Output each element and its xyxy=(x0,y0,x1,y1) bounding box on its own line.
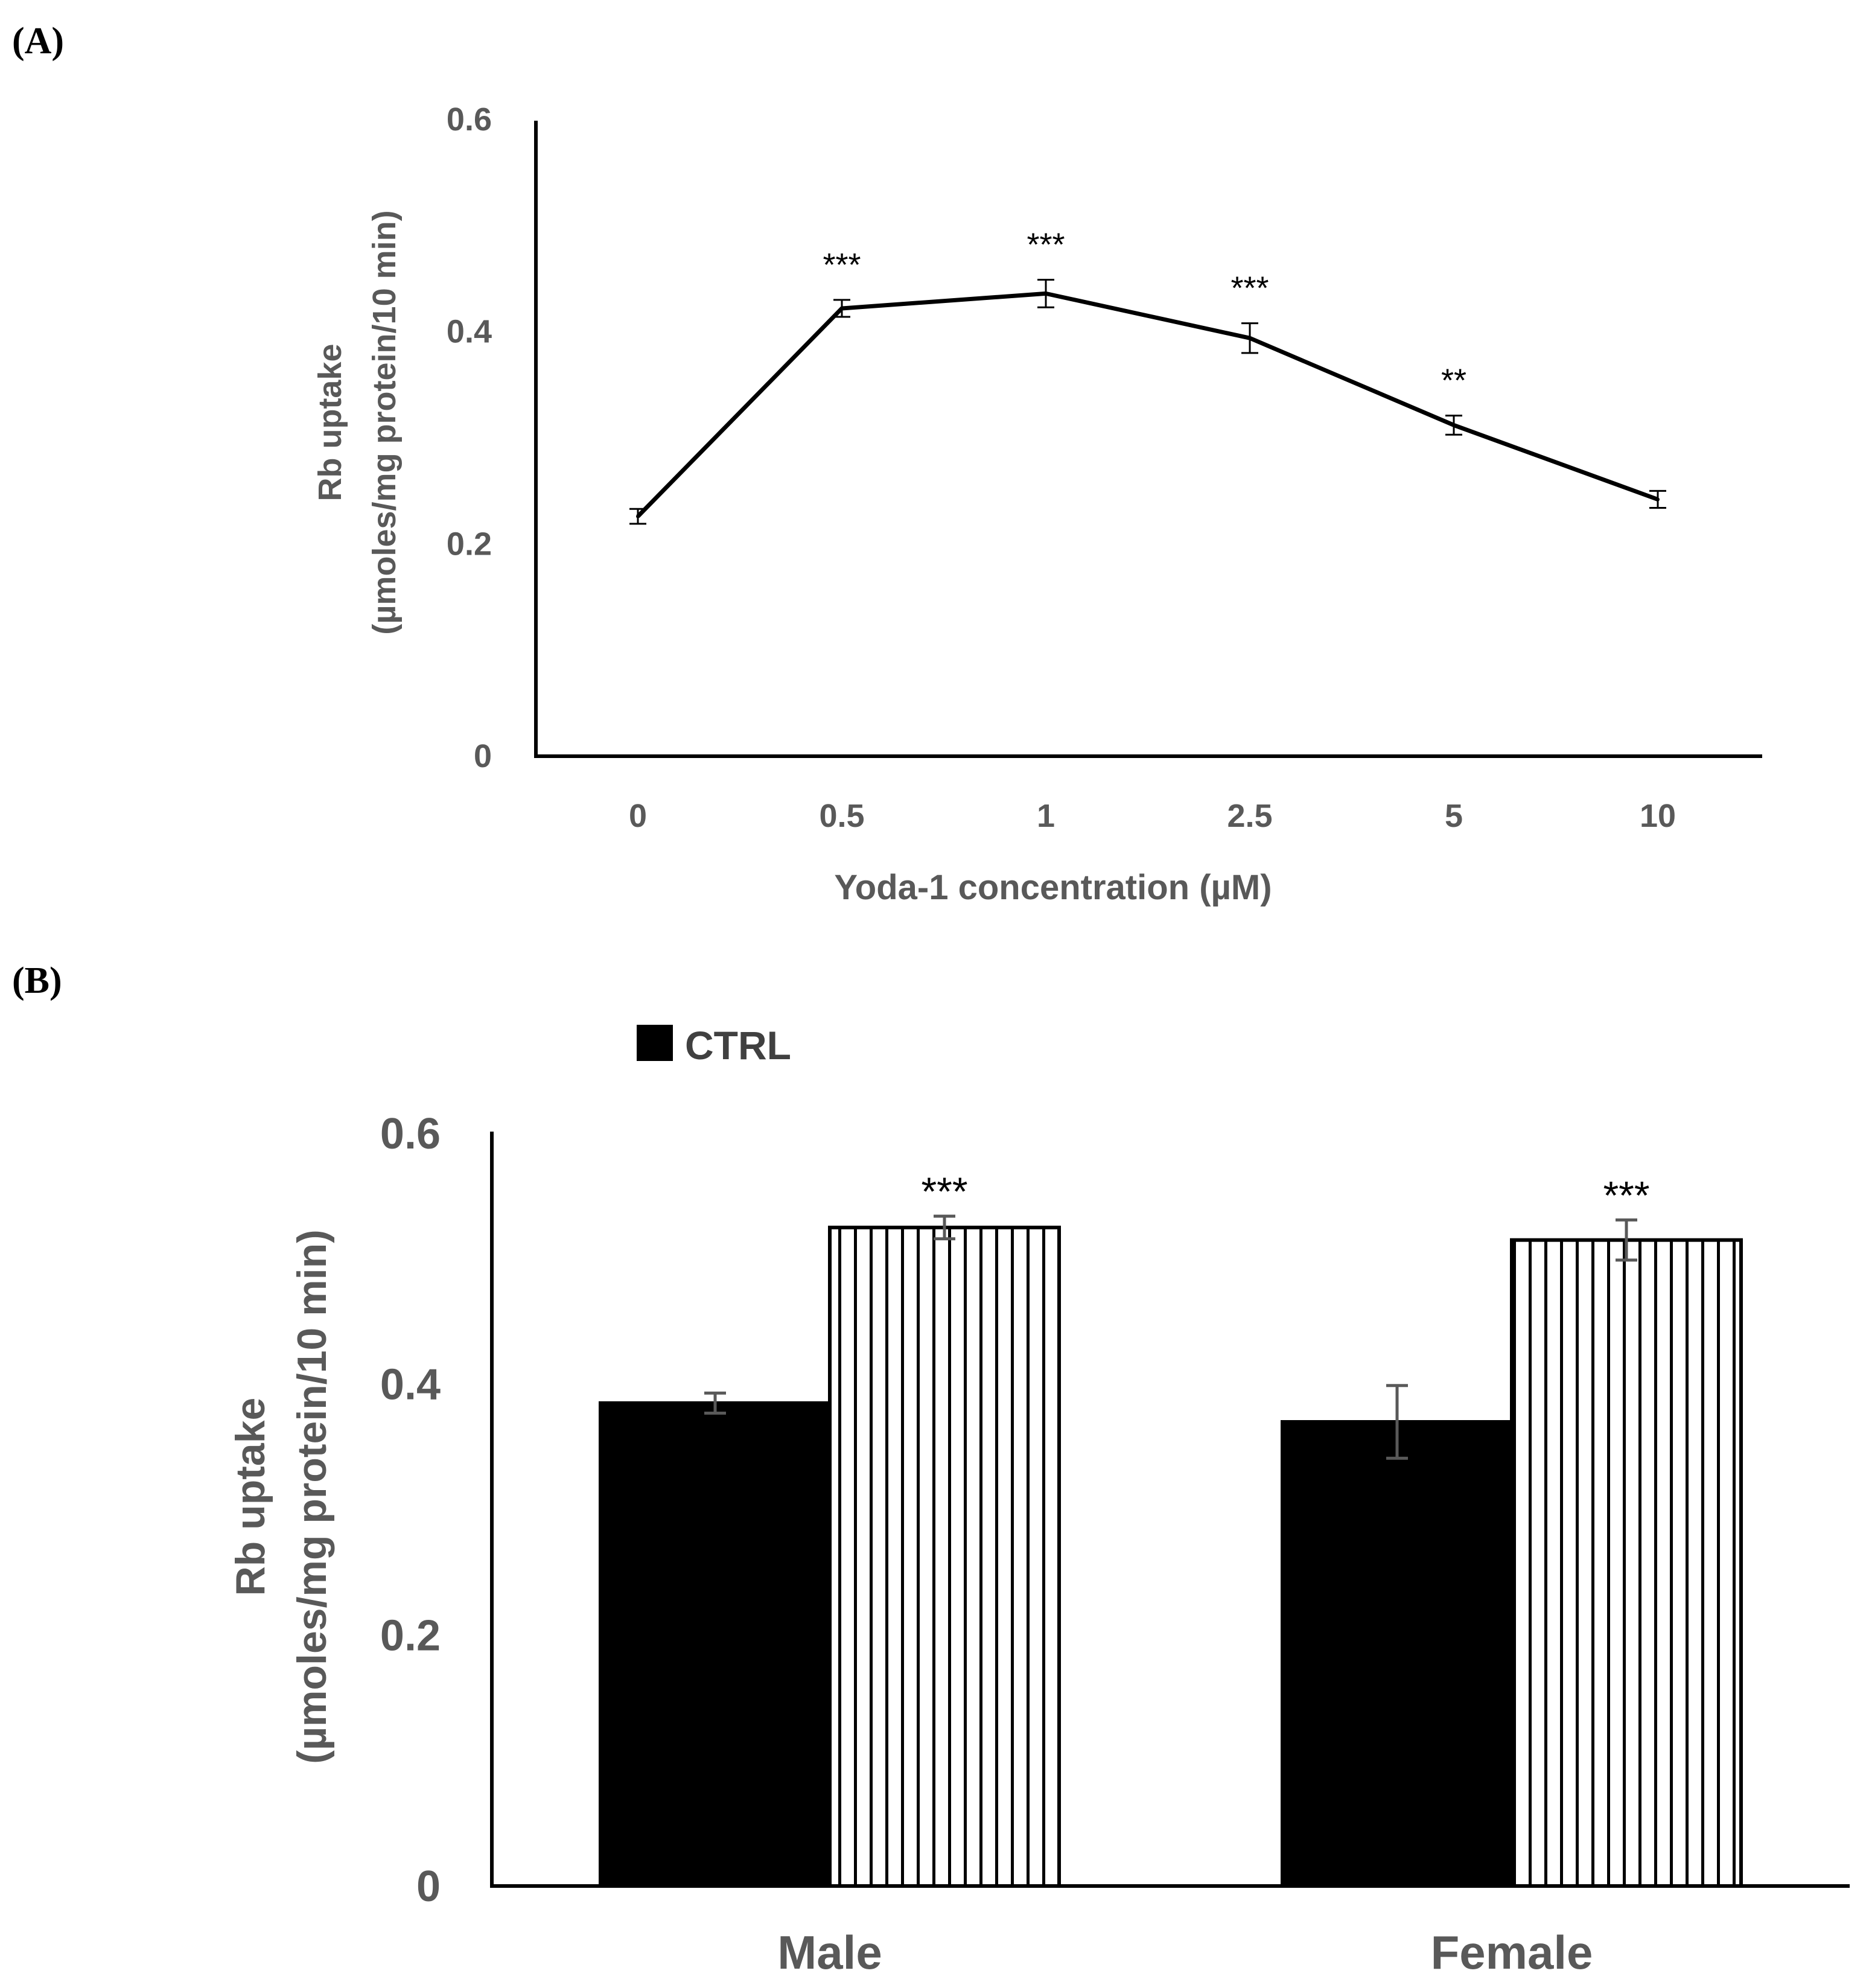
chart-a-x-tick-label: 0.5 xyxy=(819,798,864,834)
chart-a-data-point xyxy=(840,306,844,310)
chart-a-significance-label: *** xyxy=(1027,227,1065,263)
chart-a-series-line xyxy=(636,291,1659,518)
chart-a-data-point xyxy=(636,514,640,518)
chart-b-bar-ctrl xyxy=(1281,1420,1514,1888)
chart-b-legend: CTRL xyxy=(637,1023,791,1068)
chart-b-error-bar xyxy=(1616,1218,1637,1262)
chart-b-bar-treated xyxy=(828,1225,1061,1888)
chart-b-x-tick-label: Male xyxy=(777,1926,882,1979)
chart-a-data-point xyxy=(1044,292,1048,296)
chart-b-y-tick-label: 0.6 xyxy=(380,1110,441,1158)
chart-a-x-tick-label: 5 xyxy=(1445,798,1463,834)
chart-a-data-point xyxy=(1452,423,1456,427)
chart-b-y-axis-title-line2: (µmoles/mg protein/10 min) xyxy=(289,1229,335,1764)
chart-b-bar-ctrl xyxy=(599,1401,832,1888)
chart-b-error-bar xyxy=(934,1214,955,1241)
chart-a-x-tick-label: 1 xyxy=(1037,798,1055,834)
chart-a-y-tick-label: 0.4 xyxy=(447,314,492,350)
chart-b-error-bar xyxy=(704,1391,726,1415)
chart-b-y-tick-label: 0.2 xyxy=(380,1611,441,1660)
chart-b-y-tick-label: 0 xyxy=(416,1862,441,1911)
chart-a-data-point xyxy=(1248,336,1252,340)
legend-label-ctrl: CTRL xyxy=(685,1023,791,1068)
chart-b-error-bar xyxy=(1386,1384,1408,1460)
chart-a-y-axis-title-line1: Rb uptake xyxy=(312,343,348,501)
chart-a-x-tick-label: 2.5 xyxy=(1227,798,1272,834)
panel-b-label: (B) xyxy=(12,960,62,1001)
chart-a-y-axis-title-line2: (µmoles/mg protein/10 min) xyxy=(366,210,403,634)
chart-a-x-tick-label: 10 xyxy=(1640,798,1676,834)
chart-b-y-axis-title-line1: Rb uptake xyxy=(228,1398,273,1596)
chart-a: Yoda-1 concentration (µM) Rb uptake (µmo… xyxy=(312,101,1762,907)
chart-a-y-tick-label: 0.2 xyxy=(447,526,492,562)
chart-a-x-axis-title: Yoda-1 concentration (µM) xyxy=(834,868,1272,907)
chart-a-significance-label: *** xyxy=(823,247,861,283)
panel-a-label: (A) xyxy=(12,21,64,62)
chart-b-x-tick-label: Female xyxy=(1431,1926,1593,1979)
chart-a-y-tick-label: 0 xyxy=(474,738,492,774)
chart-a-x-tick-label: 0 xyxy=(629,798,647,834)
chart-a-significance-label: *** xyxy=(1231,270,1269,307)
chart-b-significance-label: *** xyxy=(921,1169,967,1214)
legend-swatch-ctrl xyxy=(637,1025,673,1061)
chart-b-bar-treated xyxy=(1510,1238,1743,1888)
chart-b-y-tick-label: 0.4 xyxy=(380,1361,441,1409)
chart-a-significance-label: ** xyxy=(1441,363,1466,399)
chart-a-data-point xyxy=(1656,497,1660,502)
chart-b-significance-label: *** xyxy=(1603,1173,1649,1217)
chart-b: Rb uptake (µmoles/mg protein/10 min) CTR… xyxy=(228,1023,1850,1979)
chart-a-y-tick-label: 0.6 xyxy=(447,101,492,138)
